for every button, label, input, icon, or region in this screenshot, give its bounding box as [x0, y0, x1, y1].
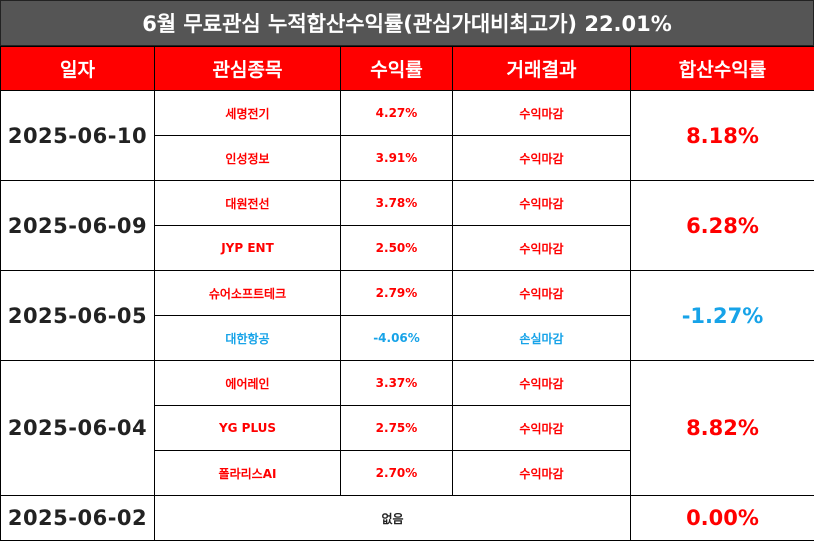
stock-rate: 2.70%	[340, 450, 453, 496]
trade-result: 수익마감	[452, 450, 631, 496]
trade-result: 손실마감	[452, 315, 631, 361]
stock-rate: 2.79%	[340, 270, 453, 316]
header-result: 거래결과	[452, 46, 631, 91]
table-row: 2025-06-02 없음 0.00%	[0, 495, 814, 541]
total-rate: 8.82%	[630, 360, 814, 496]
header-stock: 관심종목	[154, 46, 341, 91]
table-row: JYP ENT 2.50% 수익마감	[1, 225, 814, 271]
trade-result: 수익마감	[452, 135, 631, 181]
total-rate: 0.00%	[630, 495, 814, 541]
trade-result: 수익마감	[452, 90, 631, 136]
table-row: 대한항공 -4.06% 손실마감	[1, 315, 814, 361]
stock-rate: 3.78%	[340, 180, 453, 226]
stock-rate: 2.50%	[340, 225, 453, 271]
stock-rate: 4.27%	[340, 90, 453, 136]
date-cell: 2025-06-04	[0, 360, 155, 496]
header-date: 일자	[0, 46, 155, 91]
stock-name: 에어레인	[154, 360, 341, 406]
date-cell: 2025-06-10	[0, 90, 155, 181]
stock-name: 세명전기	[154, 90, 341, 136]
date-cell: 2025-06-02	[0, 495, 155, 541]
stock-name: 폴라리스AI	[154, 450, 341, 496]
stock-name: YG PLUS	[154, 405, 341, 451]
stock-name: 대원전선	[154, 180, 341, 226]
header-total: 합산수익률	[630, 46, 814, 91]
table-row: 2025-06-04 에어레인 3.37% 수익마감 8.82%	[0, 360, 814, 496]
results-table: 일자 관심종목 수익률 거래결과 합산수익률 2025-06-10 세명전기 4…	[0, 46, 814, 541]
stock-name: JYP ENT	[154, 225, 341, 271]
stock-name: 인성정보	[154, 135, 341, 181]
stock-rate: 3.37%	[340, 360, 453, 406]
no-stock-label: 없음	[154, 495, 631, 541]
header-row: 일자 관심종목 수익률 거래결과 합산수익률	[0, 46, 814, 91]
date-cell: 2025-06-05	[0, 270, 155, 361]
page-title: 6월 무료관심 누적합산수익률(관심가대비최고가) 22.01%	[0, 0, 814, 46]
trade-result: 수익마감	[452, 270, 631, 316]
stock-rate: -4.06%	[340, 315, 453, 361]
header-rate: 수익률	[340, 46, 453, 91]
trade-result: 수익마감	[452, 360, 631, 406]
trade-result: 수익마감	[452, 405, 631, 451]
stock-rate: 3.91%	[340, 135, 453, 181]
trade-result: 수익마감	[452, 180, 631, 226]
stock-name: 슈어소프트테크	[154, 270, 341, 316]
total-rate: -1.27%	[630, 270, 814, 361]
table-row: 인성정보 3.91% 수익마감	[1, 135, 814, 181]
table-row: 2025-06-09 대원전선 3.78% 수익마감 6.28%	[0, 180, 814, 271]
table-row: YG PLUS 2.75% 수익마감	[1, 405, 814, 451]
table-row: 2025-06-10 세명전기 4.27% 수익마감 8.18%	[0, 90, 814, 181]
stock-name: 대한항공	[154, 315, 341, 361]
total-rate: 8.18%	[630, 90, 814, 181]
trade-result: 수익마감	[452, 225, 631, 271]
total-rate: 6.28%	[630, 180, 814, 271]
stock-rate: 2.75%	[340, 405, 453, 451]
table-row: 2025-06-05 슈어소프트테크 2.79% 수익마감 -1.27%	[0, 270, 814, 361]
date-cell: 2025-06-09	[0, 180, 155, 271]
table-row: 폴라리스AI 2.70% 수익마감	[1, 450, 814, 496]
